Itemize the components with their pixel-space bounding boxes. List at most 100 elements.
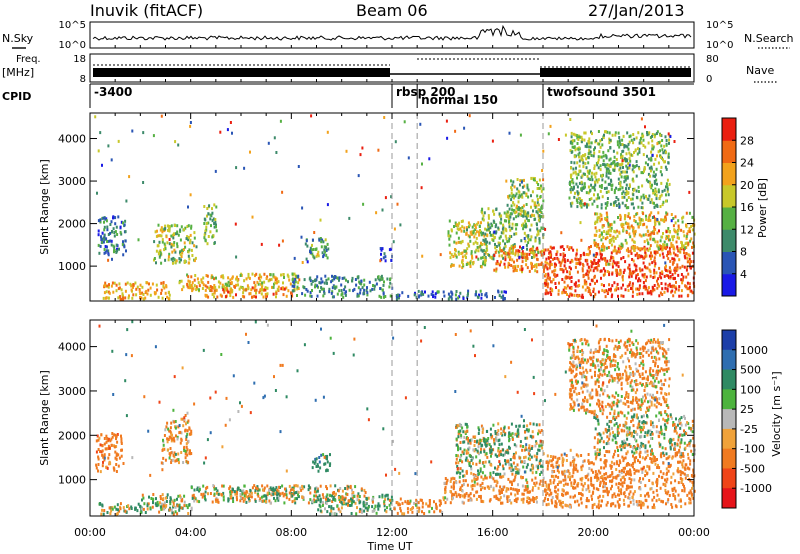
heatmap-cell (168, 229, 171, 233)
heatmap-cell (564, 267, 567, 271)
heatmap-cell (667, 234, 670, 238)
heatmap-cell (319, 281, 322, 285)
heatmap-cell (640, 247, 643, 251)
heatmap-cell (519, 440, 522, 444)
heatmap-cell (174, 505, 177, 509)
heatmap-cell (631, 202, 634, 206)
heatmap-cell (334, 484, 337, 488)
heatmap-cell (535, 500, 538, 504)
heatmap-cell (564, 260, 567, 264)
heatmap-cell (521, 448, 524, 452)
heatmap-cell (489, 433, 492, 437)
heatmap-cell (483, 256, 486, 260)
heatmap-cell (689, 262, 691, 266)
heatmap-cell (528, 497, 531, 500)
heatmap-cell (658, 284, 661, 288)
heatmap-cell (492, 477, 495, 481)
heatmap-cell (203, 222, 206, 225)
heatmap-cell (590, 130, 592, 134)
heatmap-cell (576, 185, 579, 189)
heatmap-cell (114, 433, 117, 437)
heatmap-cell (538, 482, 541, 486)
heatmap-cell (390, 501, 392, 505)
heatmap-cell (519, 212, 522, 216)
heatmap-cell (666, 189, 669, 193)
heatmap-cell (416, 506, 419, 510)
heatmap-cell (516, 434, 519, 438)
heatmap-cell (618, 168, 621, 172)
heatmap-cell (613, 201, 616, 205)
heatmap-cell (576, 161, 579, 165)
heatmap-cell (110, 443, 113, 447)
heatmap-cell (499, 449, 502, 453)
heatmap-cell (310, 294, 313, 298)
heatmap-cell (489, 450, 492, 454)
heatmap-cell (373, 509, 376, 513)
heatmap-cell (528, 490, 531, 494)
heatmap-cell (379, 259, 382, 263)
heatmap-cell (657, 188, 660, 192)
heatmap-cell (155, 234, 158, 238)
heatmap-cell (103, 228, 106, 232)
heatmap-cell (212, 286, 215, 290)
heatmap-cell (495, 436, 498, 440)
heatmap-cell (97, 463, 100, 466)
heatmap-cell (461, 219, 464, 223)
heatmap-cell (107, 444, 110, 448)
heatmap-cell (599, 168, 602, 172)
heatmap-cell (211, 219, 214, 223)
heatmap-cell (606, 236, 609, 239)
heatmap-cell (384, 498, 387, 502)
heatmap-cell (189, 121, 192, 124)
heatmap-cell (657, 246, 660, 250)
heatmap-cell (213, 277, 215, 281)
heatmap-cell (521, 260, 524, 264)
heatmap-cell (653, 288, 656, 292)
heatmap-cell (489, 445, 492, 449)
heatmap-cell (490, 222, 493, 226)
heatmap-cell (333, 491, 335, 494)
heatmap-cell (570, 179, 573, 183)
heatmap-cell (335, 512, 338, 516)
heatmap-cell (485, 452, 488, 456)
heatmap-cell (601, 288, 604, 292)
heatmap-cell (598, 184, 601, 188)
heatmap-cell (596, 252, 599, 256)
heatmap-cell (566, 245, 569, 249)
heatmap-cell (644, 250, 647, 254)
heatmap-cell (663, 144, 666, 148)
heatmap-cell (529, 457, 531, 461)
heatmap-cell (600, 214, 603, 218)
heatmap-cell (490, 484, 492, 488)
heatmap-cell (490, 436, 493, 440)
heatmap-cell (508, 252, 511, 256)
heatmap-cell (597, 130, 600, 133)
heatmap-cell (464, 254, 467, 258)
heatmap-cell (580, 205, 583, 209)
heatmap-cell (173, 439, 176, 443)
heatmap-cell (102, 240, 105, 244)
heatmap-cell (678, 248, 681, 252)
heatmap-cell (665, 143, 668, 147)
heatmap-cell (116, 503, 119, 507)
heatmap-cell (452, 487, 455, 491)
heatmap-cell (665, 185, 667, 189)
heatmap-cell (566, 275, 569, 279)
heatmap-cell (493, 479, 496, 483)
heatmap-cell (629, 272, 632, 276)
heatmap-cell (297, 493, 299, 497)
heatmap-cell (667, 284, 670, 288)
heatmap-cell (531, 464, 534, 468)
heatmap-cell (241, 294, 244, 298)
heatmap-cell (632, 133, 635, 136)
heatmap-cell (99, 450, 101, 453)
heatmap-cell (105, 447, 108, 451)
heatmap-cell (478, 461, 481, 465)
heatmap-cell (562, 288, 565, 292)
heatmap-cell (168, 435, 171, 439)
heatmap-cell (259, 497, 262, 501)
heatmap-cell (507, 459, 509, 463)
heatmap-cell (425, 502, 428, 506)
heatmap-cell (104, 245, 107, 248)
heatmap-cell (501, 464, 504, 468)
